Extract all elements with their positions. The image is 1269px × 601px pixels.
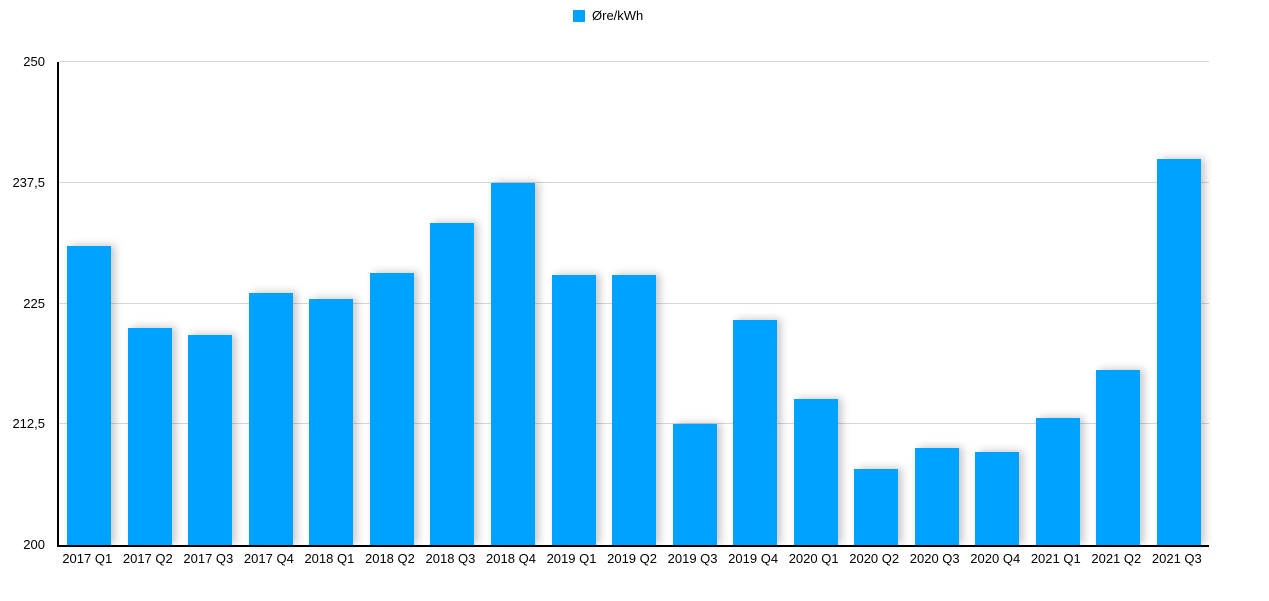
x-axis-tick-label: 2019 Q3	[667, 551, 718, 566]
bar	[67, 245, 112, 545]
x-axis-tick-label: 2019 Q2	[607, 551, 657, 566]
x-axis-tick-label: 2019 Q1	[546, 551, 597, 566]
x-axis-tick-label: 2018 Q4	[486, 551, 536, 566]
y-axis-labels: 200 212,5 225 237,5 250	[0, 0, 45, 601]
bar	[551, 274, 596, 545]
x-axis-tick-label: 2018 Q1	[304, 551, 355, 566]
bar-slot	[967, 62, 1028, 545]
x-axis-tick-label: 2020 Q4	[970, 551, 1021, 566]
y-axis-tick-label: 237,5	[12, 174, 45, 190]
bar-slot	[725, 62, 786, 545]
x-axis-tick-label: 2020 Q2	[849, 551, 900, 566]
bar	[612, 274, 657, 545]
legend-label: Øre/kWh	[592, 8, 644, 23]
legend: Øre/kWh	[573, 9, 643, 23]
x-axis-tick-label: 2017 Q4	[243, 551, 294, 566]
bar	[1096, 370, 1141, 545]
bar-slot	[846, 62, 907, 545]
bar-slot	[543, 62, 604, 545]
plot-area	[57, 61, 1209, 547]
bar-slot	[120, 62, 181, 545]
y-axis-tick-label: 200	[23, 537, 45, 552]
x-axis-tick-label: 2020 Q1	[788, 551, 839, 566]
x-axis-tick-label: 2021 Q1	[1030, 551, 1081, 566]
bar-slot	[301, 62, 362, 545]
bar	[309, 298, 354, 545]
bar-slot	[604, 62, 665, 545]
bar-slot	[1149, 62, 1210, 545]
bar-slot	[180, 62, 241, 545]
bar	[733, 319, 778, 545]
bar-slot	[241, 62, 302, 545]
bar	[672, 424, 717, 545]
y-axis-tick-label: 225	[23, 295, 45, 311]
bar	[248, 292, 293, 545]
bar-slot	[59, 62, 120, 545]
bar	[854, 468, 899, 545]
bar	[188, 335, 233, 545]
legend-swatch-icon	[573, 10, 585, 22]
x-axis-tick-label: 2021 Q3	[1151, 551, 1202, 566]
y-axis-tick-label: 250	[23, 54, 45, 69]
bar	[914, 448, 959, 545]
bar-slot	[362, 62, 423, 545]
bars-container	[59, 62, 1209, 545]
bar	[1156, 158, 1201, 545]
bar	[490, 182, 535, 545]
gridline	[59, 61, 1209, 62]
bar-slot	[483, 62, 544, 545]
bar	[1035, 417, 1080, 545]
x-axis-labels: 2017 Q1 2017 Q2 2017 Q3 2017 Q4 2018 Q1 2018 …	[57, 551, 1207, 567]
x-axis-tick-label: 2020 Q3	[909, 551, 960, 566]
bar	[430, 223, 475, 545]
x-axis-tick-label: 2018 Q3	[425, 551, 476, 566]
bar-slot	[906, 62, 967, 545]
x-axis-tick-label: 2021 Q2	[1091, 551, 1142, 566]
bar-slot	[785, 62, 846, 545]
gridline	[59, 181, 1209, 183]
bar	[369, 272, 414, 545]
y-axis-tick-label: 212,5	[12, 416, 45, 432]
x-axis-tick-label: 2017 Q2	[122, 551, 173, 566]
x-axis-tick-label: 2018 Q2	[364, 551, 415, 566]
x-axis-tick-label: 2017 Q1	[62, 551, 113, 566]
bar-slot	[1028, 62, 1089, 545]
x-axis-tick-label: 2019 Q4	[728, 551, 779, 566]
bar-slot	[664, 62, 725, 545]
bar	[975, 452, 1020, 545]
x-axis-tick-label: 2017 Q3	[183, 551, 234, 566]
bar	[793, 399, 838, 545]
bar-slot	[422, 62, 483, 545]
bar	[127, 327, 172, 545]
bar-slot	[1088, 62, 1149, 545]
